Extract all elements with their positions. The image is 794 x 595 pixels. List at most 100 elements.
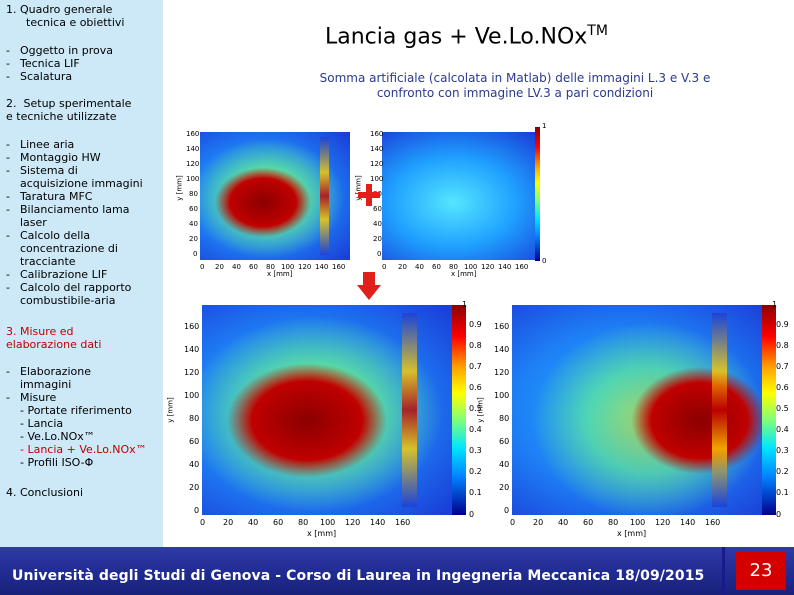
tick-label: 100 — [281, 263, 295, 271]
colorbar-tick-label: 0.4 — [776, 425, 789, 434]
tick-label: 100 — [186, 175, 200, 183]
section3-heading[interactable]: 3. Misure ed elaborazione dati — [6, 325, 101, 351]
tick-label: 40 — [248, 518, 259, 527]
sub-item: - Ve.Lo.NOx™ — [20, 430, 95, 443]
list-item: Scalatura — [6, 70, 113, 83]
tick-label: 100 — [370, 175, 384, 183]
colorbar-tick-label: 0 — [542, 257, 547, 265]
tick-label: 0 — [193, 250, 198, 258]
title-text: Lancia gas + Ve.Lo.NOx — [325, 24, 588, 50]
colorbar-tick-label: 0.6 — [776, 383, 789, 392]
heatmap-image — [512, 305, 762, 515]
list-item-text: Calcolo del rapporto — [20, 281, 132, 294]
list-item: Elaborazione immagini — [6, 365, 147, 391]
section2-heading[interactable]: 2. Setup sperimentale e tecniche utilizz… — [6, 97, 131, 123]
y-axis-label: y [mm] — [175, 175, 184, 201]
list-item-text: acquisizione immagini — [20, 177, 143, 190]
tick-label: 160 — [515, 263, 529, 271]
list-item-text: Misure — [20, 391, 57, 404]
colorbar-tick-label: 0.2 — [776, 467, 789, 476]
tick-label: 80 — [449, 263, 458, 271]
tick-label: 20 — [533, 518, 544, 527]
colorbar-tick-label: 0.8 — [469, 341, 482, 350]
tick-label: 100 — [630, 518, 646, 527]
section1-heading[interactable]: 1. Quadro generale tecnica e obiettivi — [6, 3, 125, 29]
tick-label: 100 — [320, 518, 336, 527]
tick-label: 40 — [415, 263, 424, 271]
colorbar-tick-label: 0.1 — [776, 488, 789, 497]
tick-label: 60 — [499, 437, 510, 446]
section2-number: 2. — [6, 97, 17, 110]
tick-label: 20 — [189, 483, 200, 492]
list-item-text: Linee aria — [20, 138, 75, 151]
tick-label: 120 — [494, 368, 510, 377]
tick-label: 80 — [499, 414, 510, 423]
section4-heading[interactable]: 4. Conclusioni — [6, 486, 83, 499]
title-sup: TM — [587, 23, 608, 39]
colorbar-tick-label: 0.9 — [469, 320, 482, 329]
list-item: Calibrazione LIF — [6, 268, 143, 281]
tick-label: 60 — [273, 518, 284, 527]
list-item-text: tracciante — [20, 255, 76, 268]
tick-label: 140 — [184, 345, 200, 354]
tick-label: 20 — [373, 235, 382, 243]
section3-list: Elaborazione immagini Misure - Portate r… — [6, 365, 147, 469]
tick-label: 80 — [266, 263, 275, 271]
x-axis-label: x [mm] — [307, 529, 337, 538]
colorbar-tick-label: 0 — [469, 510, 475, 519]
tick-label: 140 — [680, 518, 696, 527]
section1-list: Oggetto in prova Tecnica LIF Scalatura — [6, 44, 113, 83]
tick-label: 0 — [382, 263, 387, 271]
tick-label: 40 — [189, 220, 198, 228]
list-item-text: Calibrazione LIF — [20, 268, 108, 281]
list-item: Linee aria — [6, 138, 143, 151]
tick-label: 120 — [655, 518, 671, 527]
plus-icon — [358, 184, 380, 206]
x-axis-label: x [mm] — [617, 529, 647, 538]
tick-label: 60 — [583, 518, 594, 527]
x-axis-label: x [mm] — [451, 270, 477, 278]
section2-title-2: e tecniche utilizzate — [6, 110, 117, 123]
tick-label: 80 — [189, 414, 200, 423]
plot-large-right: 1 0.9 0.8 0.7 0.6 0.5 0.4 0.3 0.2 0.1 0 … — [474, 298, 794, 543]
footer-text: Università degli Studi di Genova - Corso… — [12, 568, 705, 584]
section3-title-2: elaborazione dati — [6, 338, 102, 351]
list-item: Oggetto in prova — [6, 44, 113, 57]
tick-label: 0 — [194, 506, 200, 515]
tick-label: 160 — [184, 322, 200, 331]
tick-label: 120 — [298, 263, 312, 271]
tick-label: 160 — [332, 263, 346, 271]
colorbar-tick-label: 0 — [776, 510, 782, 519]
tick-label: 160 — [395, 518, 411, 527]
section1-title-2: tecnica e obiettivi — [26, 16, 125, 29]
tick-label: 140 — [494, 345, 510, 354]
colorbar-tick-label: 0.1 — [469, 488, 482, 497]
tick-label: 0 — [200, 518, 206, 527]
y-axis-label: y [mm] — [166, 397, 175, 423]
tick-label: 0 — [200, 263, 205, 271]
tick-label: 120 — [481, 263, 495, 271]
tick-label: 40 — [232, 263, 241, 271]
tick-label: 40 — [189, 460, 200, 469]
tick-label: 160 — [370, 130, 384, 138]
tick-label: 100 — [494, 391, 510, 400]
colorbar-tick-label: 0.7 — [776, 362, 789, 371]
tick-label: 120 — [370, 160, 384, 168]
sub-item-active: - Lancia + Ve.Lo.NOx™ — [20, 443, 147, 456]
section2-list: Linee aria Montaggio HW Sistema diacquis… — [6, 138, 143, 307]
tick-label: 20 — [223, 518, 234, 527]
plot-small-right: 1 0 y [mm] 160 140 120 100 80 60 40 20 0… — [355, 122, 548, 278]
sub-item: - Lancia — [20, 417, 64, 430]
colorbar-tick-label: 0.8 — [776, 341, 789, 350]
tick-label: 20 — [189, 235, 198, 243]
colorbar-tick-label: 0.2 — [469, 467, 482, 476]
tick-label: 120 — [345, 518, 361, 527]
tick-label: 20 — [215, 263, 224, 271]
tick-label: 100 — [464, 263, 478, 271]
list-item-text: Taratura MFC — [20, 190, 93, 203]
tick-label: 140 — [498, 263, 512, 271]
